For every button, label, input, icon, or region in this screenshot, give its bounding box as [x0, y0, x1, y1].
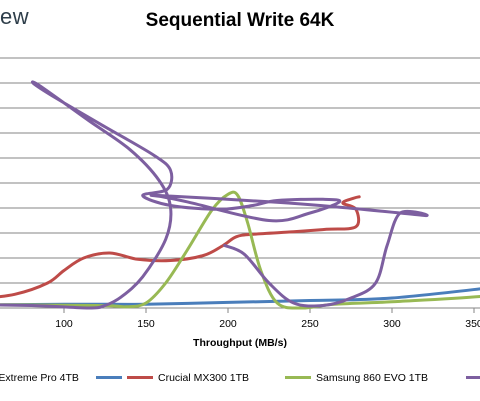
legend-swatch: [95, 375, 122, 379]
legend-item: Crucial MX300 1TB: [127, 372, 249, 384]
series-line-2: [0, 190, 480, 310]
x-tick-label: 100: [55, 318, 73, 330]
legend-swatch: [466, 375, 480, 379]
series-line-1: [0, 195, 361, 299]
legend-item: ...ry Extreme Pro 4TB: [0, 372, 127, 384]
legend-label: Samsung 860 EVO 1TB: [316, 372, 429, 384]
x-tick-label: 200: [219, 318, 237, 330]
legend-swatch: [127, 375, 153, 379]
series-line-0: [0, 287, 480, 307]
x-tick-label: 150: [137, 318, 155, 330]
legend: ...ry Extreme Pro 4TB Crucial MX300 1TB …: [0, 370, 480, 390]
x-tick-label: 250: [301, 318, 319, 330]
x-axis-label: Throughput (MB/s): [193, 337, 287, 349]
x-tick-label: 300: [383, 318, 401, 330]
brand-logo-fragment: ew: [0, 4, 30, 29]
legend-item: [466, 372, 480, 384]
legend-item: Samsung 860 EVO 1TB: [285, 372, 428, 384]
chart-title: Sequential Write 64K: [145, 10, 335, 31]
legend-label: ...ry Extreme Pro 4TB: [0, 372, 79, 384]
legend-swatch: [285, 375, 311, 379]
series-line-3: [0, 80, 429, 310]
x-tick-label: 350: [465, 318, 480, 330]
legend-label: Crucial MX300 1TB: [158, 372, 250, 384]
